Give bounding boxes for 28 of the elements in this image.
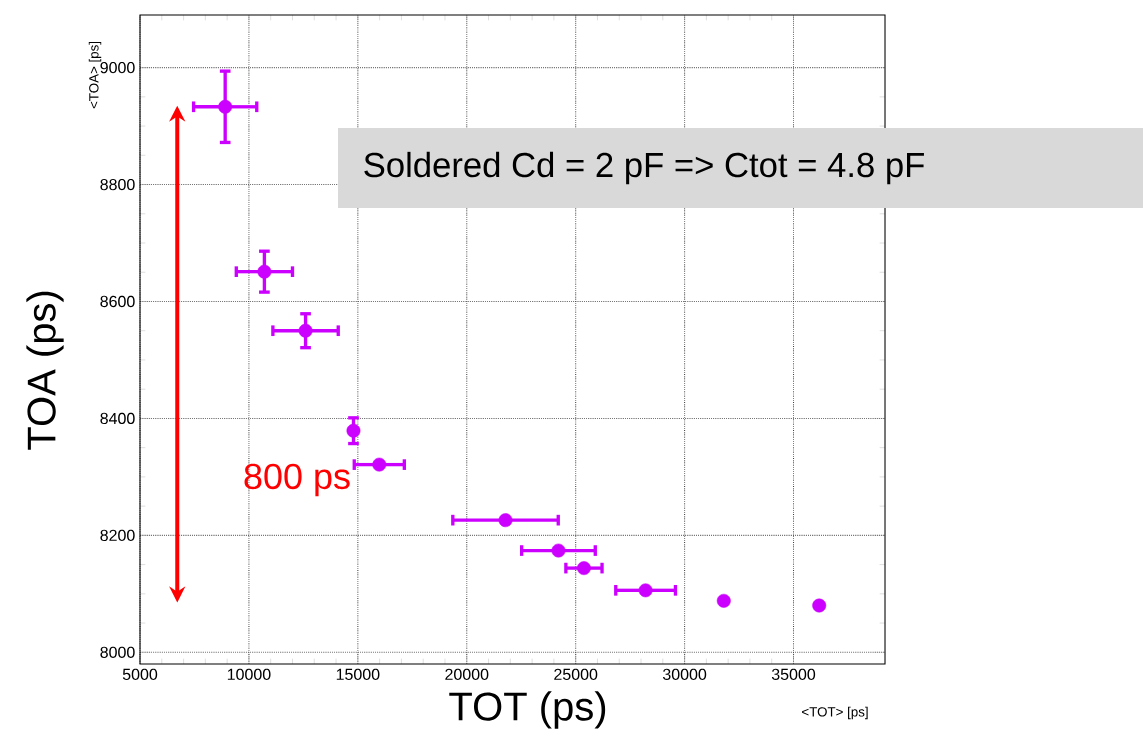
point xyxy=(577,561,591,576)
y-axis-title: TOA (ps) xyxy=(26,291,64,450)
annotation: Soldered Cd = 2 pF => Ctot = 4.8 pF xyxy=(364,151,924,185)
y-tick-label: 8200 xyxy=(100,529,135,542)
y-tick-label: 8800 xyxy=(100,178,135,191)
y-tick-label: 8000 xyxy=(100,646,135,658)
x-axis-title: TOT (ps) xyxy=(449,691,606,729)
point xyxy=(551,543,566,558)
point xyxy=(218,99,233,114)
x-tick-label: 15000 xyxy=(336,668,380,681)
point xyxy=(716,593,731,608)
y-tick-label: 9000 xyxy=(100,61,135,74)
point xyxy=(257,264,272,279)
point xyxy=(298,323,313,338)
text: <TOT> [ps] xyxy=(802,706,868,720)
x-tick-label: 10000 xyxy=(227,668,271,681)
x-tick-label: 25000 xyxy=(554,668,598,681)
x-tick-label: 30000 xyxy=(662,668,707,681)
x-tick-label: 35000 xyxy=(771,668,816,681)
y-tick-label: 8600 xyxy=(100,295,135,308)
y-tick-label: 8400 xyxy=(100,412,135,425)
point xyxy=(372,457,387,472)
x-tick-label: 5000 xyxy=(122,668,158,681)
point xyxy=(638,583,653,598)
point xyxy=(812,598,827,613)
annotation: 800 ps xyxy=(244,463,350,497)
point xyxy=(498,513,513,528)
x-tick-label: 20000 xyxy=(445,668,489,681)
